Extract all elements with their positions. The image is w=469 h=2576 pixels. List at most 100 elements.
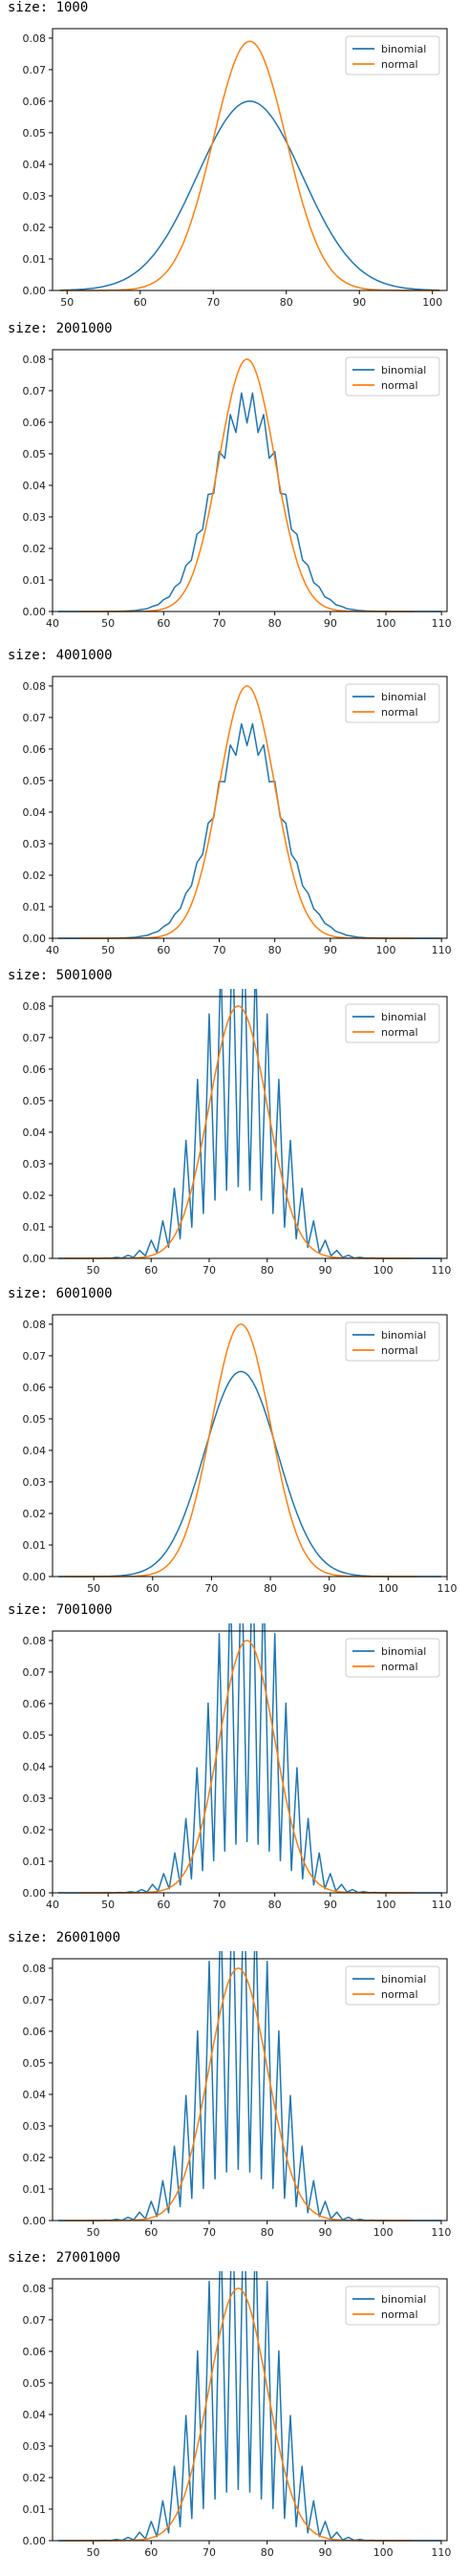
chart-svg: 0.00 0.01 0.02 0.03 0.04 0.05 0.06 0.07 0.08 40 50…: [23, 676, 452, 956]
y-tick-label: 0.07: [23, 1666, 47, 1679]
y-tick-label: 0.07: [23, 712, 47, 724]
y-tick-label: 0.06: [23, 1063, 47, 1076]
y-tick-label: 0.02: [23, 2472, 47, 2484]
y-tick-label: 0.08: [23, 1319, 47, 1331]
legend-box: [345, 1003, 440, 1043]
y-tick-label: 0.08: [23, 354, 47, 366]
legend-box: [345, 356, 440, 397]
y-tick-label: 0.06: [23, 417, 47, 429]
y-tick-label: 0.04: [23, 1761, 47, 1773]
y-tick-label: 0.03: [23, 2440, 47, 2453]
y-tick-label: 0.01: [23, 253, 47, 266]
chart-svg: 0.00 0.01 0.02 0.03 0.04 0.05 0.06 0.07 0.08 50 60…: [23, 2271, 451, 2559]
legend-box: [345, 683, 440, 723]
legend-entry: normal: [381, 706, 418, 719]
legend-box: [345, 1965, 440, 2006]
x-tick-label: 100: [422, 296, 442, 309]
y-tick-label: 0.04: [23, 806, 47, 819]
y-tick-label: 0.05: [23, 127, 47, 140]
y-tick-label: 0.01: [23, 1539, 47, 1552]
x-tick-label: 100: [376, 1899, 396, 1911]
x-tick-label: 50: [87, 1264, 100, 1277]
legend-entry: normal: [381, 379, 418, 392]
y-tick-label: 0.05: [23, 1095, 47, 1107]
size-label: size: 6001000: [8, 1286, 113, 1301]
y-tick-label: 0.00: [23, 606, 47, 618]
y-tick-label: 0.07: [23, 1032, 47, 1044]
y-tick-label: 0.01: [23, 901, 47, 913]
x-tick-label: 60: [157, 944, 170, 956]
binomial-series-line: [57, 722, 442, 939]
x-tick-label: 40: [46, 617, 59, 630]
normal-series-line: [80, 685, 415, 939]
legend-entry: binomial: [381, 364, 426, 376]
x-tick-label: 50: [101, 1899, 115, 1911]
size-label: size: 26001000: [8, 1930, 121, 1945]
y-tick-label: 0.04: [23, 1445, 47, 1457]
x-tick-label: 50: [101, 944, 115, 956]
y-tick-label: 0.08: [23, 32, 47, 45]
y-tick-label: 0.00: [23, 1571, 47, 1583]
y-tick-label: 0.03: [23, 1476, 47, 1489]
y-tick-label: 0.01: [23, 2503, 47, 2516]
x-tick-label: 60: [144, 2546, 158, 2559]
plot-frame: [52, 1630, 448, 1894]
x-tick-label: 110: [431, 2546, 451, 2559]
y-tick-label: 0.03: [23, 190, 47, 203]
legend-box: [345, 1321, 440, 1362]
y-tick-label: 0.00: [23, 1253, 47, 1265]
normal-series-line: [80, 358, 415, 612]
x-tick-label: 70: [213, 944, 226, 956]
x-tick-label: 80: [264, 1582, 277, 1595]
x-tick-label: 60: [146, 1582, 160, 1595]
x-tick-label: 80: [268, 1899, 282, 1911]
x-tick-label: 40: [46, 944, 59, 956]
y-tick-label: 0.02: [23, 869, 47, 882]
size-label: size: 4001000: [8, 648, 113, 663]
chart-svg: 0.00 0.01 0.02 0.03 0.04 0.05 0.06 0.07 0.08 40 50…: [23, 349, 452, 630]
plot-frame: [52, 996, 448, 1259]
chart-panel: size: 2001000 0.00 0.01 0.02 0.03 0.04 0.05 0.0…: [0, 321, 469, 636]
normal-series-line: [80, 1640, 415, 1894]
y-tick-label: 0.08: [23, 1000, 47, 1013]
y-tick-label: 0.03: [23, 2120, 47, 2133]
y-tick-label: 0.07: [23, 64, 47, 76]
binomial-series-line: [59, 100, 440, 291]
legend-entry: binomial: [381, 1011, 426, 1023]
x-tick-label: 90: [318, 2226, 331, 2239]
x-tick-label: 70: [206, 296, 220, 309]
y-tick-label: 0.05: [23, 2057, 47, 2070]
plot-frame: [52, 28, 448, 291]
y-tick-label: 0.08: [23, 2283, 47, 2295]
y-tick-label: 0.05: [23, 1413, 47, 1426]
y-tick-label: 0.00: [23, 1887, 47, 1900]
x-tick-label: 100: [373, 1264, 394, 1277]
size-label: size: 27001000: [8, 2250, 121, 2265]
y-tick-label: 0.08: [23, 680, 47, 693]
size-label: size: 5001000: [8, 968, 113, 983]
y-tick-label: 0.04: [23, 1127, 47, 1139]
legend-entry: normal: [381, 1026, 418, 1039]
x-tick-label: 60: [157, 1899, 170, 1911]
y-tick-label: 0.03: [23, 1792, 47, 1805]
chart-panel: size: 7001000 0.00 0.01 0.02 0.03 0.04 0.05 0.0…: [0, 1602, 469, 1918]
y-tick-label: 0.02: [23, 2152, 47, 2164]
chart-panel: size: 27001000 0.00 0.01 0.02 0.03 0.04 0.05 0.…: [0, 2250, 469, 2565]
plot-frame: [52, 1958, 448, 2222]
binomial-series-line: [57, 392, 442, 612]
legend-entry: binomial: [381, 2293, 426, 2306]
y-tick-label: 0.01: [23, 1856, 47, 1868]
y-tick-label: 0.06: [23, 743, 47, 756]
legend-entry: normal: [381, 1344, 418, 1357]
x-tick-label: 100: [376, 944, 396, 956]
legend-entry: binomial: [381, 1329, 426, 1342]
x-tick-label: 90: [323, 1582, 336, 1595]
x-tick-label: 100: [373, 2546, 394, 2559]
chart-panel: size: 1000 0.00 0.01 0.02 0.03 0.04 0.05 0.06 0.…: [0, 0, 469, 315]
legend-box: [345, 2286, 440, 2326]
y-tick-label: 0.05: [23, 1729, 47, 1742]
y-tick-label: 0.03: [23, 838, 47, 850]
y-tick-label: 0.02: [23, 543, 47, 555]
legend-box: [345, 1638, 440, 1678]
x-tick-label: 70: [213, 617, 226, 630]
